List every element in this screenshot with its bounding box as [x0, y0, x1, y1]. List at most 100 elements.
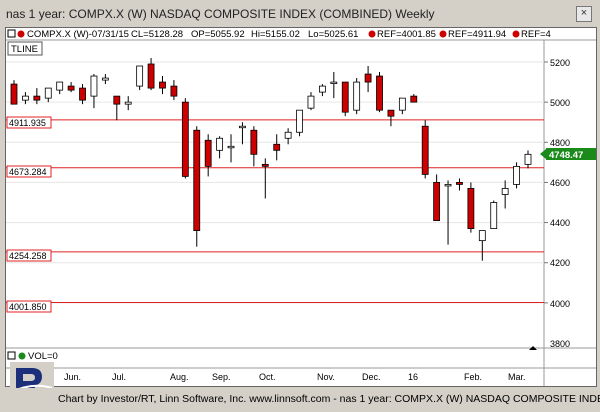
x-tick: Oct.: [259, 372, 276, 382]
candle-body: [239, 125, 246, 129]
candle-body: [181, 101, 189, 177]
y-tick: 5200: [550, 58, 570, 68]
vol-expand-icon[interactable]: [7, 351, 16, 360]
candle-body: [250, 129, 258, 155]
candle-body: [136, 65, 144, 87]
footer: Chart by Investor/RT, Linn Software, Inc…: [0, 388, 600, 412]
scroll-marker-icon[interactable]: [529, 346, 537, 350]
candle-body: [101, 77, 109, 81]
ref-label-box: [6, 116, 52, 129]
window-title: nas 1 year: COMPX.X (W) NASDAQ COMPOSITE…: [6, 7, 435, 21]
candle-body: [501, 188, 509, 195]
vol-tick: 3800: [550, 339, 570, 349]
y-tick: 4000: [550, 299, 570, 309]
price-chart[interactable]: COMPX.X (W)-07/31/15 CL=5128.28 OP=5055.…: [6, 28, 596, 386]
candle-body: [79, 87, 86, 101]
candle-body: [204, 139, 212, 167]
candle-body: [22, 95, 29, 101]
current-price-badge: [546, 148, 596, 160]
y-tick: 4800: [550, 138, 570, 148]
x-tick: 16: [408, 372, 418, 382]
symbol-marker-icon: [17, 30, 25, 38]
x-tick: Nov.: [317, 372, 335, 382]
candle-body: [467, 188, 475, 229]
candle-body: [490, 202, 498, 229]
current-price-label: 4748.47: [549, 150, 583, 161]
expand-icon[interactable]: [7, 29, 16, 38]
candle-body: [90, 75, 98, 97]
x-tick: Jul.: [112, 372, 126, 382]
header-ref-2: REF=4911.94: [448, 29, 506, 40]
candle-body: [227, 145, 235, 149]
x-tick: Aug.: [170, 372, 189, 382]
candle-body: [284, 131, 292, 139]
candle-body: [67, 85, 75, 91]
candle-body: [478, 230, 486, 242]
candle-body: [170, 85, 178, 97]
tline-label: TLINE: [11, 44, 38, 55]
header-high: Hi=5155.02: [251, 29, 300, 40]
candle-body: [44, 87, 52, 99]
ref-label-box: [6, 300, 52, 313]
ref-label: 4673.284: [9, 167, 47, 177]
header-strip: [6, 28, 596, 40]
y-tick: 4600: [550, 178, 570, 188]
footer-text: Chart by Investor/RT, Linn Software, Inc…: [58, 393, 600, 405]
candle-body: [147, 63, 155, 89]
header-ref-3: REF=4: [521, 29, 551, 40]
candle-body: [307, 95, 315, 109]
candle-body: [410, 95, 418, 103]
header-low: Lo=5025.61: [308, 29, 358, 40]
title-bar: nas 1 year: COMPX.X (W) NASDAQ COMPOSITE…: [0, 0, 600, 28]
header-close: CL=5128.28: [131, 29, 183, 40]
candle-body: [56, 81, 64, 91]
candle-body: [456, 182, 463, 185]
ref-marker-icon: [512, 30, 520, 38]
candle-body: [421, 125, 429, 175]
current-price-arrow-icon: [540, 149, 546, 159]
candle-body: [353, 81, 361, 111]
ref-label-box: [6, 165, 52, 178]
vol-marker-icon: [18, 352, 26, 360]
candle-body: [261, 163, 269, 167]
volume-label: VOL=0: [28, 351, 58, 362]
y-tick: 4200: [550, 258, 570, 268]
header-open: OP=5055.92: [191, 29, 245, 40]
candle-body: [398, 97, 406, 111]
close-icon[interactable]: ×: [576, 6, 592, 22]
x-tick: Mar.: [508, 372, 526, 382]
candle-body: [296, 109, 303, 133]
tline-button[interactable]: [7, 41, 43, 56]
header-ref-1: REF=4001.85: [377, 29, 436, 40]
x-tick: Dec.: [362, 372, 381, 382]
candle-body: [216, 137, 224, 151]
gridlines: [6, 61, 548, 304]
ref-label: 4254.258: [9, 251, 47, 261]
candle-body: [433, 182, 441, 221]
header-symbol: COMPX.X (W)-07/31/15: [27, 29, 129, 40]
candle-body: [387, 109, 395, 117]
candle-body: [318, 85, 326, 93]
ref-marker-icon: [368, 30, 376, 38]
candle-body: [524, 153, 532, 165]
candle-body: [444, 184, 452, 187]
candle-body: [193, 129, 201, 231]
candle-body: [33, 95, 41, 101]
candle-body: [113, 95, 121, 105]
y-tick: 5000: [550, 98, 570, 108]
candle-body: [376, 75, 383, 111]
candle-body: [159, 81, 166, 89]
candle-body: [364, 73, 372, 83]
x-tick: Sep.: [212, 372, 231, 382]
x-tick: Feb.: [464, 372, 482, 382]
candle-body: [273, 143, 281, 151]
candle-body: [330, 81, 338, 84]
ref-label: 4911.935: [9, 118, 46, 128]
x-tick: Jun.: [64, 372, 81, 382]
ref-label: 4001.850: [9, 302, 47, 312]
chart-frame[interactable]: COMPX.X (W)-07/31/15 CL=5128.28 OP=5055.…: [5, 27, 597, 387]
candle-body: [124, 101, 132, 105]
candle-body: [513, 165, 520, 185]
reference-lines: [6, 119, 544, 303]
candles: [10, 57, 532, 261]
